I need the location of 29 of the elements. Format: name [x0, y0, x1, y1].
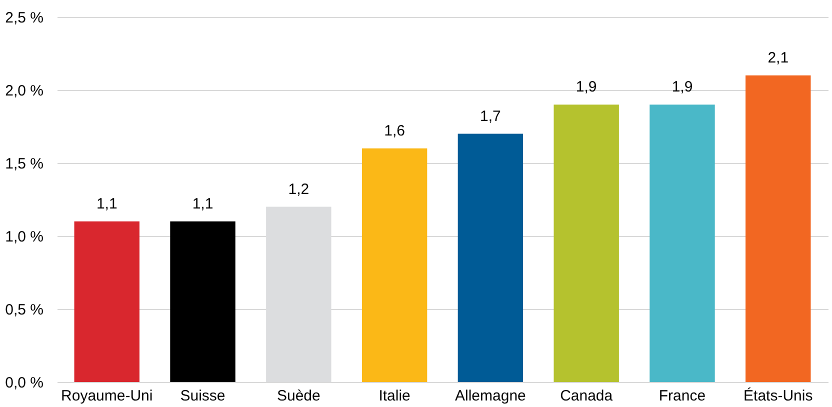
y-tick-label: 2,5 % — [5, 10, 44, 26]
bar — [362, 148, 428, 382]
bar — [554, 104, 619, 382]
x-tick-label: États-Unis — [744, 386, 813, 404]
x-tick-label: Suède — [276, 388, 320, 404]
data-label: 1,7 — [480, 108, 501, 125]
data-label: 1,1 — [192, 195, 214, 212]
data-label: 2,1 — [768, 49, 789, 66]
x-tick-label: France — [658, 388, 706, 404]
y-tick-label: 1,5 % — [5, 156, 44, 172]
data-label: 1,9 — [576, 78, 597, 96]
x-tick-label: Canada — [560, 388, 614, 404]
data-label: 1,1 — [96, 195, 118, 212]
bar — [746, 75, 811, 382]
x-tick-label: Allemagne — [455, 388, 526, 404]
x-tick-label: Royaume-Uni — [61, 388, 153, 404]
bar — [74, 221, 140, 382]
y-tick-label: 1,0 % — [5, 228, 44, 246]
bar — [650, 104, 715, 382]
y-tick-label: 0,0 % — [5, 374, 44, 392]
data-label: 1,2 — [288, 180, 310, 198]
bar — [458, 134, 524, 382]
x-tick-label: Suisse — [180, 388, 226, 404]
data-label: 1,6 — [384, 122, 405, 140]
y-tick-label: 2,0 % — [5, 82, 44, 100]
bar — [170, 221, 236, 382]
data-label: 1,9 — [672, 78, 693, 96]
x-tick-label: Italie — [378, 388, 410, 404]
y-tick-label: 0,5 % — [5, 302, 44, 318]
